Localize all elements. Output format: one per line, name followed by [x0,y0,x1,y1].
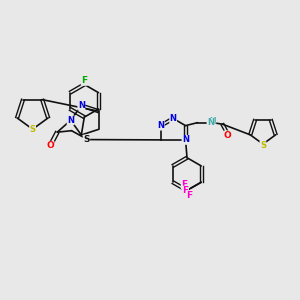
Text: F: F [81,76,87,85]
Text: S: S [30,125,36,134]
Text: N: N [67,116,74,125]
Text: S: S [83,135,90,144]
Text: F: F [181,180,187,189]
Text: F: F [186,191,192,200]
Text: O: O [224,131,232,140]
Text: N: N [157,121,164,130]
Text: N: N [207,118,214,127]
Text: F: F [182,186,188,195]
Text: O: O [46,141,54,150]
Text: N: N [78,101,85,110]
Text: N: N [182,135,189,144]
Text: N: N [170,114,177,123]
Text: H: H [209,117,216,126]
Text: S: S [260,141,266,150]
